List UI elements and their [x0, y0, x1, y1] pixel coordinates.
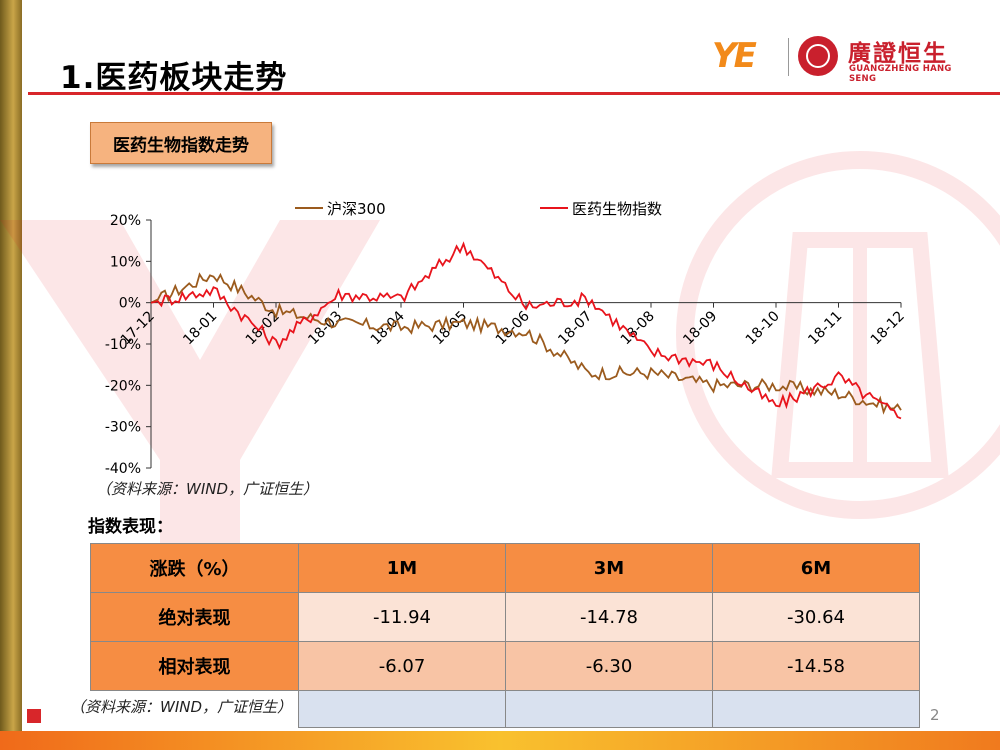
table-cell: -6.07: [298, 641, 506, 691]
y-tick-label: -40%: [105, 461, 141, 477]
page-number: 2: [930, 706, 940, 724]
y-tick-label: 20%: [110, 213, 141, 229]
table-cell: -30.64: [712, 592, 920, 642]
x-tick-label: 18-08: [618, 308, 658, 348]
seal-icon: [798, 36, 838, 76]
series-line-1: [150, 272, 902, 415]
x-tick-label: 18-10: [743, 308, 783, 348]
table-cell: -11.94: [298, 592, 506, 642]
y-tick-label: -30%: [105, 420, 141, 436]
title-divider: [28, 92, 1000, 95]
table-header-cell: 3M: [505, 543, 713, 593]
table-heading: 指数表现：: [88, 517, 173, 537]
row-label: 相对表现: [90, 641, 299, 691]
chart-source-note: （资料来源：WIND，广证恒生）: [96, 480, 319, 498]
table-row: 相对表现 -6.07 -6.30 -14.58: [90, 641, 920, 691]
logo-name-en: GUANGZHENG HANG SENG: [849, 64, 952, 84]
watermark-seal-right: [676, 151, 1000, 519]
legend-label: 医药生物指数: [572, 200, 662, 218]
table-cell: -14.58: [712, 641, 920, 691]
table-cell: -14.78: [505, 592, 713, 642]
row-label: 绝对表现: [90, 592, 299, 642]
table-header-cell: 涨跌（%）: [90, 543, 299, 593]
y-tick-label: -10%: [105, 337, 141, 353]
table-header-row: 涨跌（%） 1M 3M 6M: [90, 543, 920, 593]
y-tick-label: -20%: [105, 378, 141, 394]
table-row: 绝对表现 -11.94 -14.78 -30.64: [90, 592, 920, 642]
logo-mark: YE: [712, 36, 757, 76]
y-tick-label: 10%: [110, 254, 141, 270]
table-empty-row: [90, 690, 920, 728]
x-tick-label: 18-09: [680, 308, 720, 348]
legend-label: 沪深300: [327, 200, 386, 218]
x-tick-label: 18-07: [555, 308, 595, 348]
table-source-note: （资料来源：WIND，广证恒生）: [70, 698, 293, 716]
logo-separator: [788, 38, 789, 76]
watermark-logo-left: [0, 220, 380, 580]
table-header-cell: 6M: [712, 543, 920, 593]
table-cell: -6.30: [505, 641, 713, 691]
index-trend-chart: 20%10%0%-10%-20%-30%-40%17-12 18-01 18-02 1…: [105, 200, 908, 477]
x-tick-label: 18-12: [868, 308, 908, 348]
performance-table: 涨跌（%） 1M 3M 6M 绝对表现 -11.94 -14.78 -30.64…: [90, 543, 920, 728]
footer-bar: [0, 731, 1000, 750]
series-line-2: [150, 241, 902, 420]
company-logo: YE 廣證恒生 GUANGZHENG HANG SENG: [712, 34, 962, 84]
x-tick-label: 18-06: [493, 308, 533, 348]
y-tick-label: 0%: [119, 296, 141, 312]
logo-name-cn: 廣證恒生: [848, 41, 948, 67]
left-decor-bar: [0, 0, 22, 750]
x-tick-label: 18-11: [805, 308, 845, 348]
table-header-cell: 1M: [298, 543, 506, 593]
page-title: 1.医药板块走势: [60, 60, 288, 96]
x-tick-label: 18-01: [180, 308, 220, 348]
chart-section-label: 医药生物指数走势: [90, 122, 272, 164]
footer-red-square: [27, 709, 41, 723]
